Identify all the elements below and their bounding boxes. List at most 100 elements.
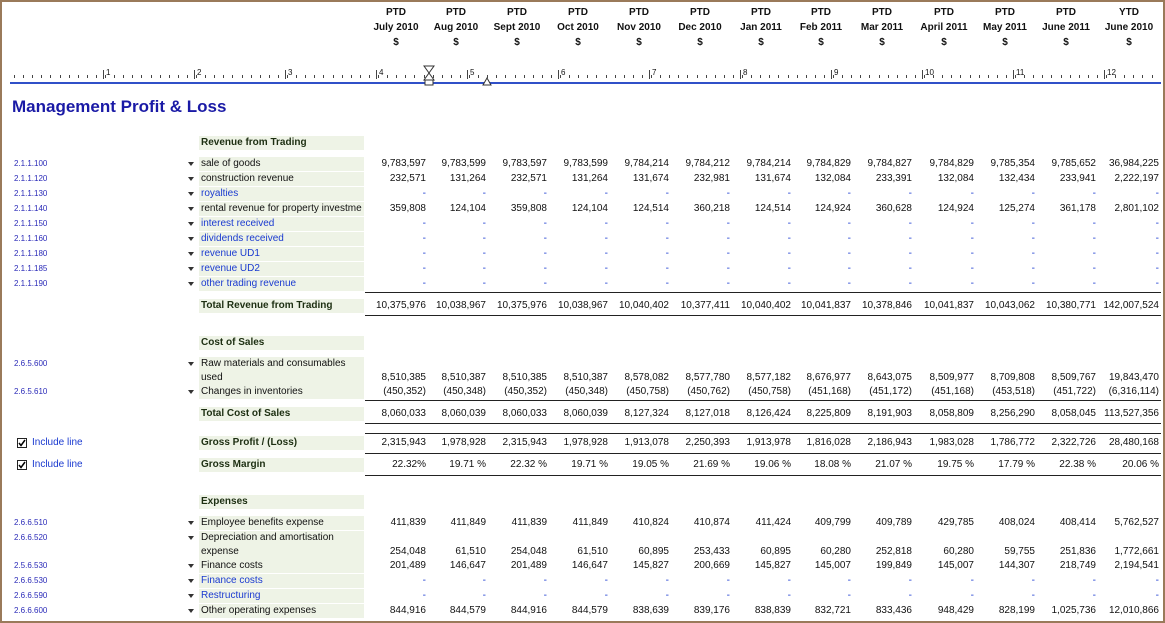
- cell-value: 8,510,387: [441, 372, 487, 383]
- row-dropdown[interactable]: [188, 222, 194, 226]
- include-checkbox[interactable]: [17, 438, 27, 448]
- ruler-tick: [32, 75, 34, 78]
- row-dropdown[interactable]: [188, 609, 194, 613]
- ruler-tick: [332, 75, 334, 78]
- cell-value: -: [1092, 263, 1096, 274]
- ruler-tick: [687, 75, 689, 78]
- row-dropdown[interactable]: [188, 282, 194, 286]
- row-dropdown[interactable]: [188, 594, 194, 598]
- ruler-bar: [649, 70, 650, 79]
- ruler-tick: [214, 75, 216, 78]
- summary-label: Gross Margin: [199, 458, 364, 472]
- cell-value: 145,007: [937, 560, 974, 571]
- ruler-tick: [1033, 75, 1035, 78]
- row-dropdown[interactable]: [188, 564, 194, 568]
- ruler-tick: [760, 75, 762, 78]
- cell-value: 844,916: [389, 605, 426, 616]
- ruler-label: 3: [288, 68, 293, 77]
- cell-value: 9,783,597: [502, 158, 548, 169]
- ruler-tick: [978, 75, 980, 78]
- cell-value: -: [604, 188, 608, 199]
- cell-value: (450,348): [443, 386, 486, 397]
- ruler-tick: [887, 75, 889, 78]
- cell-value: 411,424: [755, 517, 791, 528]
- row-dropdown[interactable]: [188, 207, 194, 211]
- cell-value: -: [1092, 575, 1096, 586]
- cell-value: -: [787, 248, 791, 259]
- ruler-tick: [196, 75, 197, 78]
- cell-value: 411,849: [572, 517, 608, 528]
- row-label: interest received: [199, 217, 364, 231]
- include-checkbox[interactable]: [17, 460, 27, 470]
- cell-value: 28,480,168: [1108, 437, 1159, 448]
- row-dropdown[interactable]: [188, 177, 194, 181]
- row-code: 2.6.6.590: [14, 591, 48, 600]
- row-dropdown[interactable]: [188, 536, 194, 540]
- cell-value: -: [908, 590, 912, 601]
- ruler-tick: [305, 75, 307, 78]
- row-dropdown[interactable]: [188, 192, 194, 196]
- cell-value: 408,024: [998, 517, 1035, 528]
- ruler-tick: [23, 75, 25, 78]
- ruler-tick: [951, 75, 953, 78]
- cell-value: 360,628: [875, 203, 912, 214]
- cell-value: -: [908, 575, 912, 586]
- total-rule: [365, 433, 1161, 434]
- cell-value: 361,178: [1059, 203, 1096, 214]
- cell-value: -: [604, 590, 608, 601]
- ruler-tick: [223, 75, 225, 78]
- cell-value: 19.75 %: [937, 459, 974, 470]
- ruler-tick: [632, 75, 634, 78]
- cell-value: -: [787, 233, 791, 244]
- row-code: 2.1.1.120: [14, 174, 48, 183]
- row-dropdown[interactable]: [188, 162, 194, 166]
- ruler-tick: [168, 75, 170, 78]
- ruler-tick: [1124, 75, 1126, 78]
- cell-value: (451,168): [931, 386, 974, 397]
- row-dropdown[interactable]: [188, 390, 194, 394]
- cell-value: 132,434: [998, 173, 1035, 184]
- column-unit: $: [575, 37, 581, 48]
- ruler-tick: [569, 75, 571, 78]
- cell-value: -: [970, 575, 974, 586]
- row-dropdown[interactable]: [188, 237, 194, 241]
- cell-value: 131,674: [632, 173, 669, 184]
- ruler-bar: [194, 70, 195, 79]
- row-dropdown[interactable]: [188, 252, 194, 256]
- row-dropdown[interactable]: [188, 267, 194, 271]
- column-unit: $: [636, 37, 642, 48]
- column-period: PTD: [446, 7, 466, 18]
- cell-value: 124,514: [754, 203, 791, 214]
- row-dropdown[interactable]: [188, 579, 194, 583]
- cell-value: -: [847, 248, 851, 259]
- cell-value: -: [1031, 188, 1035, 199]
- ruler-tick: [560, 75, 561, 78]
- cell-value: -: [543, 233, 547, 244]
- cell-value: 8,510,385: [381, 372, 427, 383]
- ruler-tick: [41, 75, 43, 78]
- total-rule: [365, 423, 1161, 424]
- row-dropdown[interactable]: [188, 521, 194, 525]
- ruler-tick: [186, 75, 188, 78]
- ruler-label: 12: [1107, 68, 1116, 77]
- ruler-tick: [1015, 75, 1016, 78]
- ruler-tick: [705, 75, 707, 78]
- column-month: April 2011: [920, 22, 968, 33]
- cell-value: 8,578,082: [624, 372, 670, 383]
- cell-value: (6,316,114): [1108, 386, 1159, 397]
- cell-value: -: [1031, 218, 1035, 229]
- cell-value: -: [1092, 188, 1096, 199]
- column-period: PTD: [386, 7, 406, 18]
- row-label: Finance costs: [199, 559, 364, 573]
- cell-value: 429,785: [937, 517, 974, 528]
- cell-value: 10,038,967: [557, 300, 608, 311]
- cell-value: 359,808: [510, 203, 547, 214]
- ruler-label: 7: [652, 68, 657, 77]
- column-unit: $: [1063, 37, 1069, 48]
- cell-value: 8,060,039: [441, 408, 487, 419]
- row-dropdown[interactable]: [188, 362, 194, 366]
- column-month: Jan 2011: [740, 22, 782, 33]
- cell-value: 10,043,062: [984, 300, 1035, 311]
- cell-value: 19.05 %: [632, 459, 669, 470]
- ruler-tick: [469, 75, 470, 78]
